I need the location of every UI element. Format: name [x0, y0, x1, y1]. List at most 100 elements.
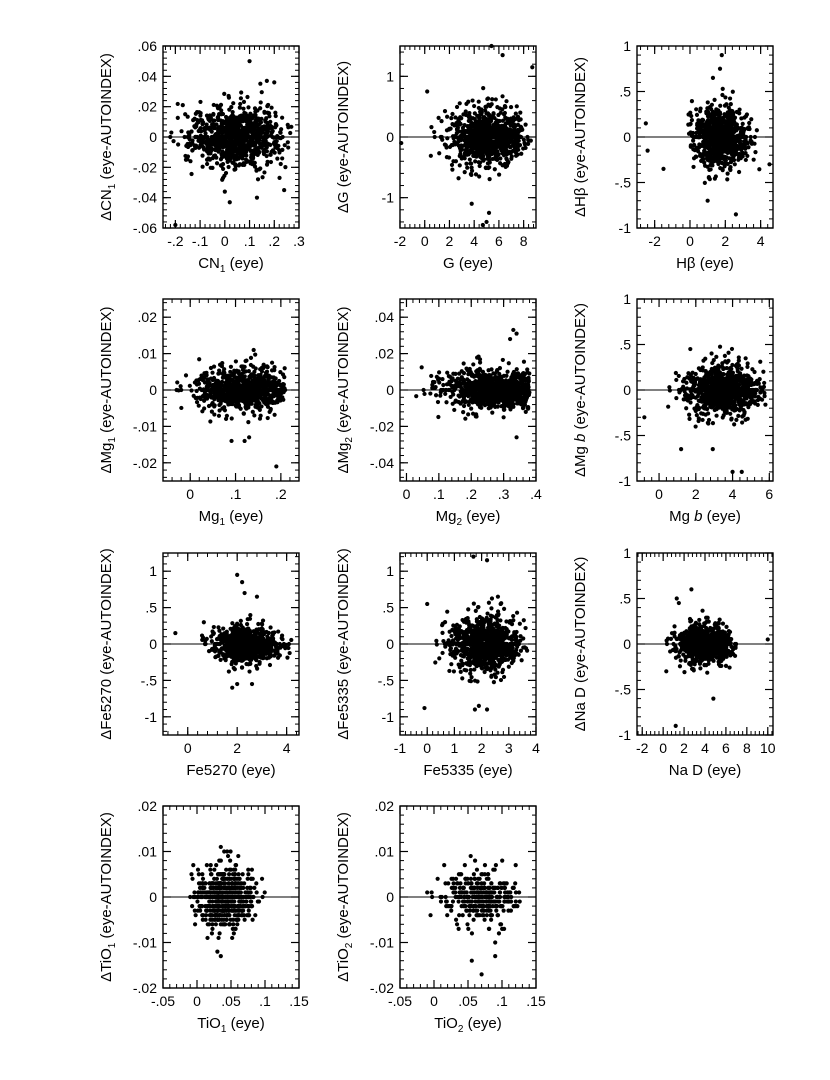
data-point: [257, 391, 261, 395]
data-point: [490, 97, 494, 101]
y-tick-label: -1: [619, 220, 632, 236]
data-point: [258, 417, 262, 421]
y-tick-label: 0: [149, 129, 157, 145]
data-point: [267, 388, 271, 392]
data-point: [436, 400, 440, 404]
data-point: [250, 124, 254, 128]
data-point: [731, 90, 735, 94]
data-point: [210, 402, 214, 406]
data-point: [233, 158, 237, 162]
data-point: [202, 147, 206, 151]
data-point: [175, 380, 179, 384]
data-point: [173, 223, 177, 227]
data-point: [258, 373, 262, 377]
data-point: [247, 435, 251, 439]
data-point: [227, 122, 231, 126]
y-tick-label: -.06: [133, 220, 157, 236]
data-point: [259, 142, 263, 146]
data-point: [462, 371, 466, 375]
x-axis-title: Hβ (eye): [676, 255, 734, 272]
data-point: [456, 176, 460, 180]
data-point: [471, 362, 475, 366]
data-point: [226, 391, 230, 395]
data-point: [722, 157, 726, 161]
data-point: [728, 167, 732, 171]
data-point: [252, 143, 256, 147]
x-axis-title-base: CN: [198, 255, 220, 272]
data-point: [517, 118, 521, 122]
data-point: [216, 148, 220, 152]
data-point: [731, 150, 735, 154]
data-point: [456, 393, 460, 397]
data-point: [705, 140, 709, 144]
data-point: [472, 104, 476, 108]
data-point: [257, 167, 261, 171]
data-point: [752, 158, 756, 162]
data-point: [270, 361, 274, 365]
data-point: [449, 127, 453, 131]
x-tick-label: 0: [686, 233, 694, 249]
data-point: [241, 116, 245, 120]
data-point: [478, 360, 482, 364]
x-tick-label: 4: [470, 233, 478, 249]
data-point: [251, 135, 255, 139]
data-point: [227, 108, 231, 112]
data-point: [211, 156, 215, 160]
data-point: [487, 211, 491, 215]
data-point: [262, 111, 266, 115]
data-point: [530, 65, 534, 69]
data-point: [231, 125, 235, 129]
data-point: [445, 115, 449, 119]
data-point: [208, 391, 212, 395]
data-point: [245, 95, 249, 99]
data-point: [735, 110, 739, 114]
data-point: [274, 464, 278, 468]
data-point: [183, 154, 187, 158]
data-point: [450, 112, 454, 116]
data-point: [266, 103, 270, 107]
data-point: [204, 387, 208, 391]
x-tick-label: 0: [403, 486, 411, 502]
data-point: [256, 177, 260, 181]
data-point: [238, 102, 242, 106]
data-point: [482, 116, 486, 120]
data-point: [711, 76, 715, 80]
data-point: [483, 135, 487, 139]
data-point: [512, 142, 516, 146]
data-point: [441, 383, 445, 387]
y-tick-label: .04: [138, 68, 158, 84]
data-point: [696, 146, 700, 150]
data-point: [265, 154, 269, 158]
data-point: [727, 106, 731, 110]
data-point: [691, 147, 695, 151]
data-point: [691, 139, 695, 143]
y-tick-label: .04: [375, 309, 395, 325]
data-point: [740, 151, 744, 155]
data-point: [491, 146, 495, 150]
data-point: [255, 124, 259, 128]
y-axis-title-tail: (eye-AUTOINDEX): [98, 306, 115, 437]
data-point: [211, 112, 215, 116]
data-point: [710, 156, 714, 160]
data-point: [715, 119, 719, 123]
data-point: [219, 164, 223, 168]
data-point: [481, 223, 485, 227]
data-point: [267, 381, 271, 385]
data-point: [234, 128, 238, 132]
data-point: [767, 162, 771, 166]
data-point: [437, 116, 441, 120]
data-point: [228, 152, 232, 156]
data-point: [185, 142, 189, 146]
data-point: [722, 119, 726, 123]
data-point: [505, 152, 509, 156]
data-point: [497, 129, 501, 133]
data-point: [458, 163, 462, 167]
data-point: [697, 135, 701, 139]
y-tick-label: -.04: [133, 190, 157, 206]
data-point: [463, 170, 467, 174]
data-point: [722, 130, 726, 134]
data-point: [228, 370, 232, 374]
